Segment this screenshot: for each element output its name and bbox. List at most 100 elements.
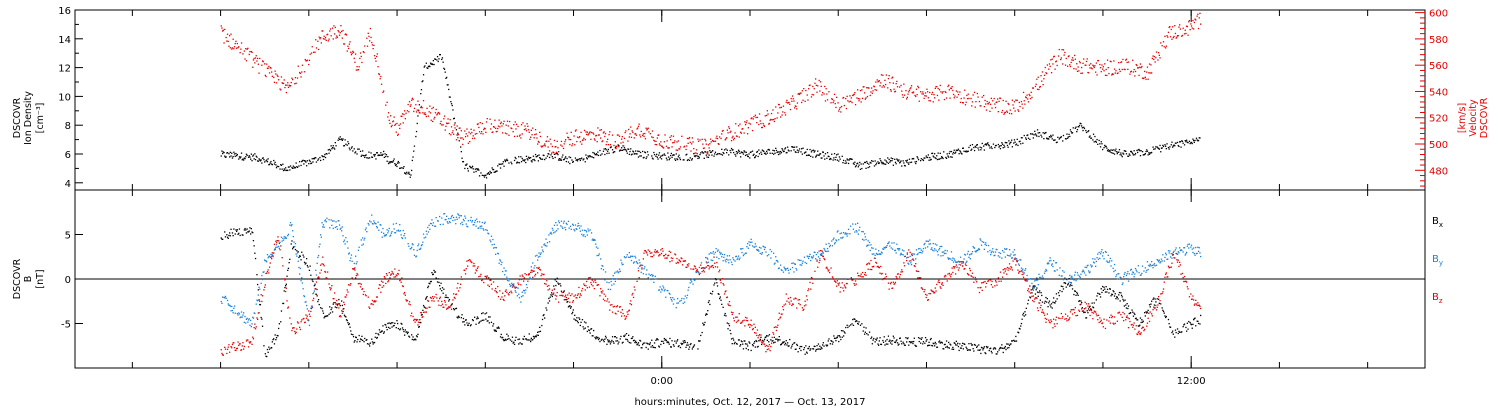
- data-point: [1130, 312, 1132, 314]
- data-point: [822, 151, 824, 153]
- data-point: [1042, 84, 1044, 86]
- data-point: [944, 343, 946, 346]
- data-point: [418, 110, 420, 112]
- data-point: [931, 249, 934, 251]
- data-point: [527, 129, 530, 131]
- data-point: [801, 90, 803, 92]
- data-point: [246, 228, 248, 230]
- data-point: [628, 256, 630, 258]
- data-point: [1078, 124, 1081, 127]
- data-point: [450, 304, 453, 306]
- data-point: [1069, 64, 1071, 66]
- data-point: [707, 310, 709, 312]
- data-point: [630, 255, 632, 257]
- data-point: [580, 225, 582, 227]
- data-point: [866, 245, 868, 247]
- data-point: [655, 278, 657, 280]
- data-point: [1102, 148, 1104, 151]
- data-point: [889, 82, 891, 84]
- data-point: [545, 238, 547, 240]
- data-point: [548, 140, 550, 142]
- data-point: [343, 145, 345, 147]
- data-point: [980, 346, 983, 349]
- data-point: [829, 343, 831, 345]
- data-point: [889, 339, 891, 341]
- data-point: [1071, 277, 1074, 279]
- data-point: [589, 155, 591, 157]
- data-point: [377, 154, 379, 157]
- data-point: [391, 124, 393, 127]
- data-point: [810, 155, 812, 157]
- data-point: [1095, 140, 1097, 142]
- data-point: [1173, 144, 1175, 146]
- data-point: [732, 135, 734, 137]
- data-point: [1050, 136, 1053, 138]
- data-point: [400, 322, 402, 325]
- data-point: [909, 255, 911, 258]
- data-point: [983, 248, 985, 250]
- data-point: [756, 116, 759, 119]
- data-point: [299, 255, 301, 257]
- data-point: [791, 262, 793, 265]
- data-point: [626, 338, 628, 341]
- data-point: [570, 306, 572, 308]
- data-point: [1186, 322, 1188, 324]
- data-point: [1109, 151, 1111, 153]
- time-tick-label: 12:00: [1177, 376, 1206, 387]
- data-point: [229, 151, 231, 153]
- data-point: [740, 151, 742, 153]
- data-point: [576, 317, 578, 319]
- data-point: [758, 153, 761, 155]
- data-point: [815, 156, 817, 158]
- data-point: [588, 156, 590, 158]
- data-point: [1092, 261, 1095, 263]
- data-point: [749, 151, 752, 153]
- data-point: [782, 342, 785, 344]
- data-point: [1086, 310, 1088, 312]
- data-point: [253, 158, 255, 160]
- data-point: [1053, 260, 1055, 262]
- data-point: [915, 345, 918, 347]
- data-point: [367, 32, 369, 34]
- data-point: [1171, 141, 1173, 143]
- data-point: [642, 344, 644, 346]
- data-point: [250, 228, 252, 230]
- data-point: [1026, 134, 1028, 137]
- data-point: [264, 63, 266, 65]
- data-point: [931, 247, 933, 249]
- data-point: [1148, 153, 1151, 155]
- data-point: [886, 161, 888, 163]
- data-point: [667, 341, 669, 343]
- data-point: [675, 149, 677, 151]
- data-point: [868, 166, 871, 168]
- data-point: [391, 231, 393, 233]
- data-point: [1105, 286, 1107, 288]
- data-point: [1016, 138, 1018, 140]
- data-point: [831, 153, 833, 155]
- data-point: [383, 90, 385, 92]
- data-point: [504, 338, 507, 340]
- data-point: [565, 229, 567, 231]
- data-point: [391, 326, 393, 328]
- data-point: [265, 75, 267, 78]
- data-point: [1141, 151, 1144, 153]
- data-point: [825, 243, 827, 245]
- data-point: [240, 152, 243, 154]
- data-point: [264, 353, 266, 355]
- data-point: [766, 114, 768, 117]
- data-point: [271, 71, 273, 73]
- data-point: [266, 159, 268, 161]
- data-point: [415, 256, 417, 258]
- data-point: [885, 160, 887, 162]
- data-point: [415, 130, 418, 133]
- data-point: [836, 154, 838, 156]
- data-point: [1052, 63, 1054, 65]
- data-point: [571, 313, 573, 315]
- data-point: [969, 144, 971, 147]
- data-point: [719, 297, 721, 300]
- data-point: [663, 290, 665, 292]
- data-point: [965, 346, 967, 348]
- data-point: [908, 89, 911, 92]
- data-point: [370, 152, 372, 154]
- data-point: [889, 245, 891, 247]
